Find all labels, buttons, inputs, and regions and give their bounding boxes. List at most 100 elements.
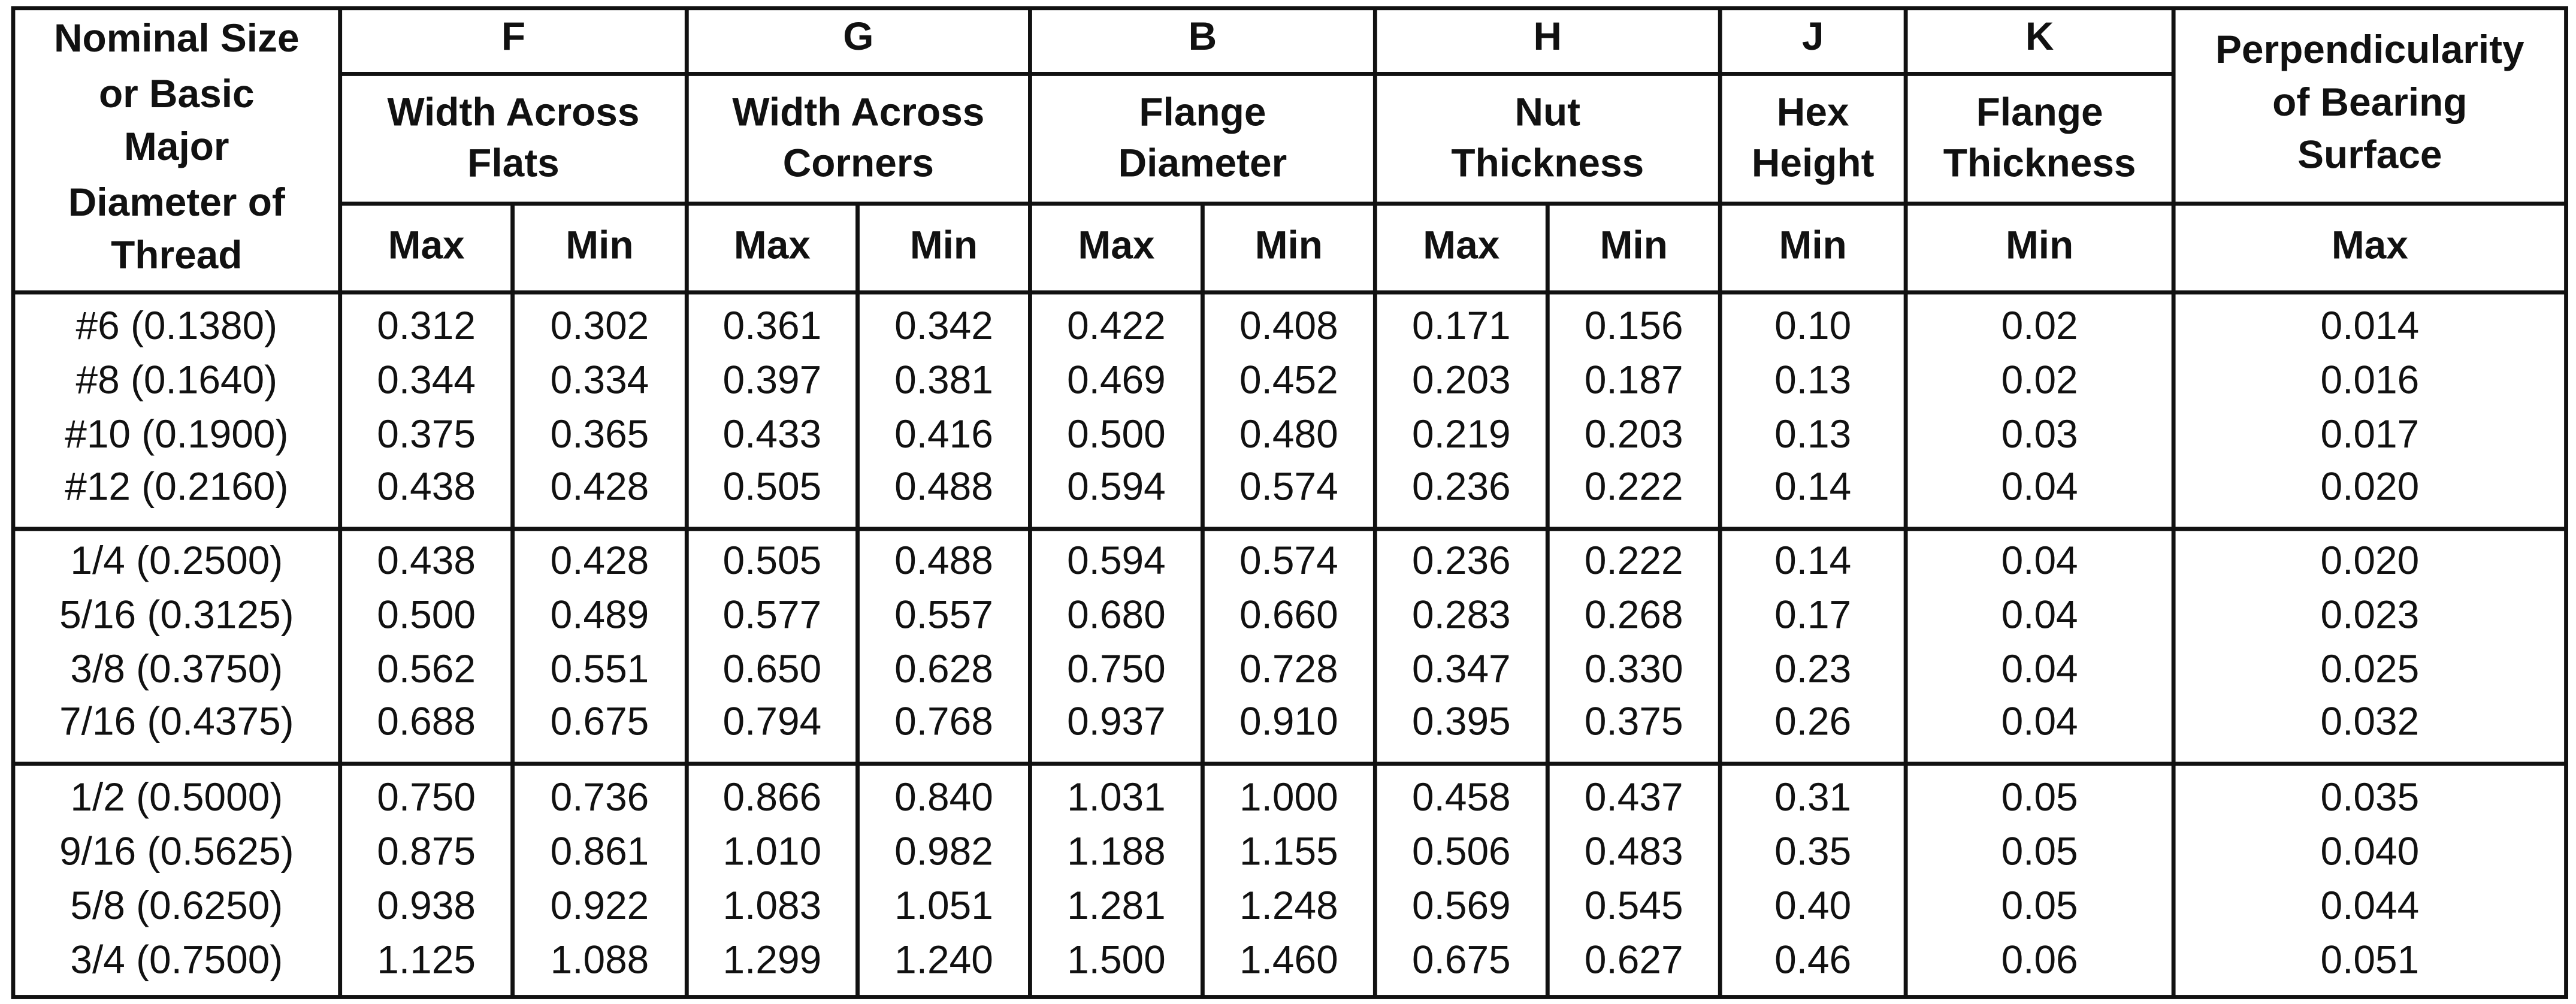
value-cell: 0.675 [551, 699, 649, 743]
value-cell: 0.505 [723, 464, 822, 509]
subheader: Max [388, 222, 465, 267]
value-cell: 0.361 [723, 303, 822, 347]
value-cell: 0.35 [1774, 828, 1851, 873]
value-cell: 0.569 [1412, 883, 1511, 927]
size-cell: 3/8 (0.3750) [70, 646, 283, 691]
value-cell: 0.875 [377, 828, 476, 873]
value-cell: 0.044 [2321, 883, 2420, 927]
value-cell: 0.14 [1774, 464, 1851, 509]
value-cell: 1.000 [1239, 775, 1338, 819]
value-cell: 0.422 [1067, 303, 1166, 347]
value-cell: 1.155 [1239, 828, 1338, 873]
value-cell: 1.460 [1239, 937, 1338, 981]
subheader: Min [2006, 222, 2073, 267]
value-cell: 1.083 [723, 883, 822, 927]
value-cell: 0.025 [2321, 646, 2420, 691]
value-cell: 0.035 [2321, 775, 2420, 819]
subheader: Min [910, 222, 978, 267]
value-cell: 0.02 [2001, 303, 2078, 347]
subheader: Min [1779, 222, 1847, 267]
column-label: Width Across [387, 89, 639, 134]
value-cell: 0.452 [1239, 357, 1338, 401]
value-cell: 0.302 [551, 303, 649, 347]
value-cell: 0.344 [377, 357, 476, 401]
value-cell: 0.433 [723, 412, 822, 456]
value-cell: 0.688 [377, 699, 476, 743]
subheader: Min [566, 222, 633, 267]
column-label: Nut [1514, 89, 1580, 134]
value-cell: 0.04 [2001, 464, 2078, 509]
value-cell: 0.342 [894, 303, 993, 347]
value-cell: 0.05 [2001, 883, 2078, 927]
value-cell: 1.010 [723, 828, 822, 873]
value-cell: 0.40 [1774, 883, 1851, 927]
column-label: Hex [1777, 89, 1849, 134]
value-cell: 0.365 [551, 412, 649, 456]
value-cell: 1.281 [1067, 883, 1166, 927]
value-cell: 0.768 [894, 699, 993, 743]
header-text: Diameter of [68, 180, 286, 224]
value-cell: 1.031 [1067, 775, 1166, 819]
value-cell: 0.483 [1585, 828, 1683, 873]
column-letter: G [843, 14, 873, 58]
value-cell: 1.188 [1067, 828, 1166, 873]
value-cell: 0.397 [723, 357, 822, 401]
value-cell: 0.480 [1239, 412, 1338, 456]
value-cell: 0.26 [1774, 699, 1851, 743]
value-cell: 0.628 [894, 646, 993, 691]
value-cell: 0.577 [723, 592, 822, 636]
value-cell: 0.17 [1774, 592, 1851, 636]
value-cell: 0.736 [551, 775, 649, 819]
value-cell: 0.458 [1412, 775, 1511, 819]
value-cell: 0.014 [2321, 303, 2420, 347]
value-cell: 0.861 [551, 828, 649, 873]
value-cell: 0.04 [2001, 646, 2078, 691]
value-cell: 0.750 [377, 775, 476, 819]
value-cell: 0.488 [894, 464, 993, 509]
value-cell: 0.020 [2321, 464, 2420, 509]
value-cell: 0.562 [377, 646, 476, 691]
value-cell: 0.06 [2001, 937, 2078, 981]
value-cell: 0.236 [1412, 464, 1511, 509]
value-cell: 0.910 [1239, 699, 1338, 743]
value-cell: 0.594 [1067, 464, 1166, 509]
value-cell: 0.574 [1239, 464, 1338, 509]
value-cell: 1.125 [377, 937, 476, 981]
size-cell: 1/2 (0.5000) [70, 775, 283, 819]
subheader: Max [1423, 222, 1499, 267]
column-letter: J [1802, 14, 1824, 58]
value-cell: 0.551 [551, 646, 649, 691]
column-letter: F [501, 14, 525, 58]
size-cell: #6 (0.1380) [76, 303, 278, 347]
value-cell: 0.381 [894, 357, 993, 401]
value-cell: 0.14 [1774, 538, 1851, 582]
value-cell: 0.032 [2321, 699, 2420, 743]
value-cell: 0.557 [894, 592, 993, 636]
column-label: Thickness [1451, 140, 1644, 185]
value-cell: 0.866 [723, 775, 822, 819]
column-label: Flange [1139, 89, 1266, 134]
size-cell: 3/4 (0.7500) [70, 937, 283, 981]
column-label: Height [1752, 140, 1874, 185]
value-cell: 0.937 [1067, 699, 1166, 743]
value-cell: 0.23 [1774, 646, 1851, 691]
size-cell: #10 (0.1900) [65, 412, 288, 456]
value-cell: 0.187 [1585, 357, 1683, 401]
column-label: Perpendicularity [2215, 27, 2524, 71]
column-label: Flange [1976, 89, 2103, 134]
value-cell: 0.375 [377, 412, 476, 456]
column-label: Thickness [1943, 140, 2136, 185]
value-cell: 0.283 [1412, 592, 1511, 636]
value-cell: 1.500 [1067, 937, 1166, 981]
value-cell: 1.240 [894, 937, 993, 981]
value-cell: 0.728 [1239, 646, 1338, 691]
value-cell: 0.982 [894, 828, 993, 873]
value-cell: 0.334 [551, 357, 649, 401]
header-text: Nominal Size [54, 16, 300, 60]
column-label: Corners [783, 140, 934, 185]
value-cell: 0.03 [2001, 412, 2078, 456]
value-cell: 0.312 [377, 303, 476, 347]
column-letter: K [2025, 14, 2054, 58]
table-border [11, 6, 2568, 999]
